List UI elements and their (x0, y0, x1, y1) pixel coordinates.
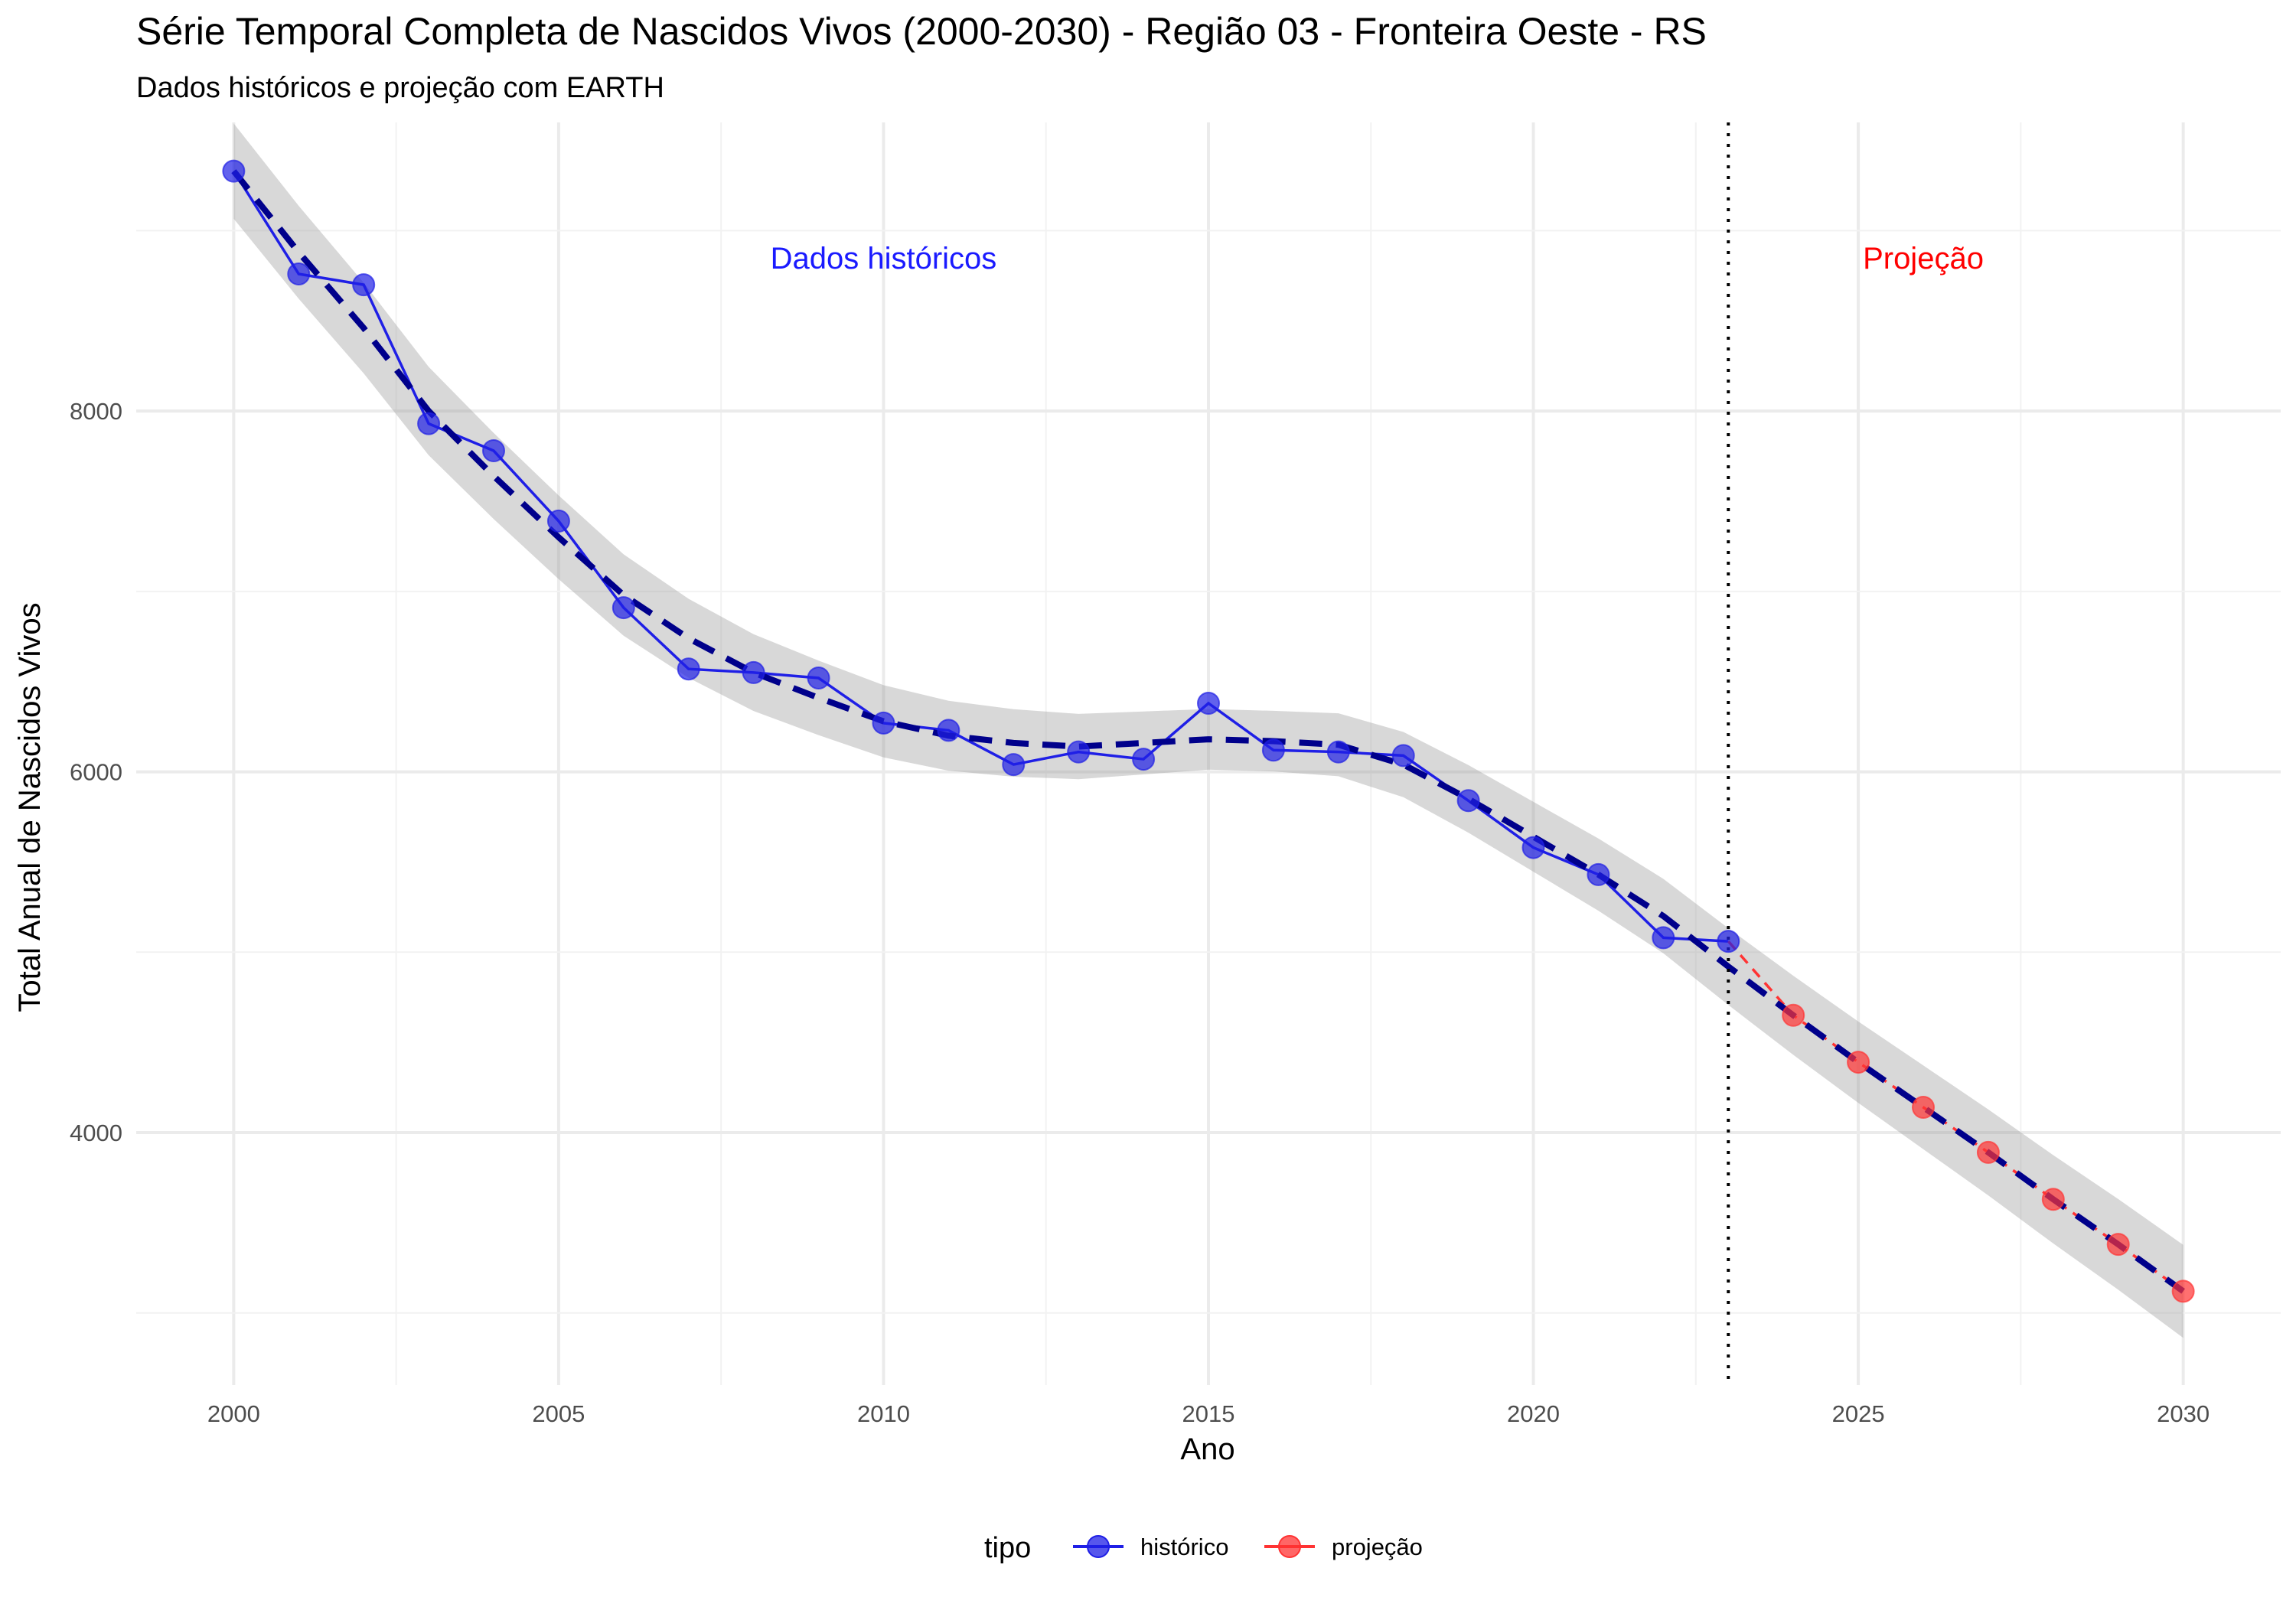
chart-subtitle: Dados históricos e projeção com EARTH (136, 72, 664, 104)
x-tick-label: 2005 (532, 1400, 585, 1427)
legend-title: tipo (984, 1532, 1031, 1564)
x-axis-title: Ano (1180, 1433, 1234, 1466)
data-point-historico (872, 711, 895, 735)
legend-key-point (1087, 1535, 1110, 1558)
data-point-historico (677, 657, 700, 681)
data-point-historico (1717, 930, 1740, 953)
series-line-historico (232, 170, 1729, 943)
data-points (222, 159, 2195, 1303)
legend-label: histórico (1140, 1534, 1228, 1560)
confidence-band (233, 123, 2183, 1338)
y-tick-label: 8000 (70, 398, 122, 425)
y-tick-label: 6000 (70, 759, 122, 786)
data-point-historico (546, 509, 570, 533)
chart-title: Série Temporal Completa de Nascidos Vivo… (136, 10, 1707, 53)
grid (136, 122, 2281, 1385)
data-point-historico (1197, 692, 1220, 715)
data-point-historico (1261, 738, 1285, 762)
data-point-historico (1456, 789, 1480, 813)
data-point-projecao (1782, 1003, 1805, 1027)
x-tick-label: 2000 (207, 1400, 260, 1427)
data-point-projecao (1976, 1140, 2000, 1164)
legend: tipo histórico projeção (984, 1532, 1423, 1564)
trend-line (231, 169, 2185, 1294)
trend-band (233, 123, 2183, 1338)
data-point-historico (1326, 740, 1350, 764)
data-point-projecao (2171, 1279, 2195, 1303)
data-point-historico (482, 439, 505, 462)
trend-line-path (231, 169, 2185, 1294)
x-tick-label: 2020 (1507, 1400, 1560, 1427)
data-point-historico (222, 159, 246, 183)
data-point-historico (742, 660, 765, 684)
data-point-historico (807, 667, 830, 689)
data-point-historico (1002, 753, 1026, 777)
x-tick-label: 2010 (857, 1400, 910, 1427)
data-point-historico (352, 273, 376, 297)
annotation-label: Projeção (1863, 242, 1984, 275)
y-tick-label: 4000 (70, 1120, 122, 1146)
data-point-projecao (1912, 1096, 1935, 1119)
data-point-historico (937, 719, 960, 742)
y-axis-ticks: 4000 6000 8000 (70, 398, 122, 1146)
data-point-projecao (2106, 1233, 2130, 1257)
legend-label: projeção (1332, 1534, 1423, 1560)
x-tick-label: 2030 (2157, 1400, 2210, 1427)
data-point-projecao (1847, 1051, 1870, 1074)
data-point-historico (1587, 862, 1610, 886)
x-axis-ticks: 2000 2005 2010 2015 2020 2025 2030 (207, 1400, 2210, 1427)
data-point-projecao (2041, 1188, 2065, 1211)
data-point-historico (612, 596, 635, 620)
data-point-historico (1521, 836, 1545, 859)
legend-key-point (1278, 1535, 1301, 1558)
data-point-historico (417, 412, 441, 435)
x-tick-label: 2015 (1182, 1400, 1235, 1427)
annotations: Dados históricos Projeção (771, 242, 1984, 275)
data-point-historico (1132, 748, 1156, 771)
data-point-historico (1652, 926, 1675, 950)
x-tick-label: 2025 (1832, 1400, 1885, 1427)
data-point-historico (1067, 740, 1091, 764)
data-point-historico (1391, 744, 1415, 768)
annotation-label: Dados históricos (771, 242, 997, 275)
data-point-historico (287, 262, 311, 285)
y-axis-title: Total Anual de Nascidos Vivos (13, 602, 47, 1012)
